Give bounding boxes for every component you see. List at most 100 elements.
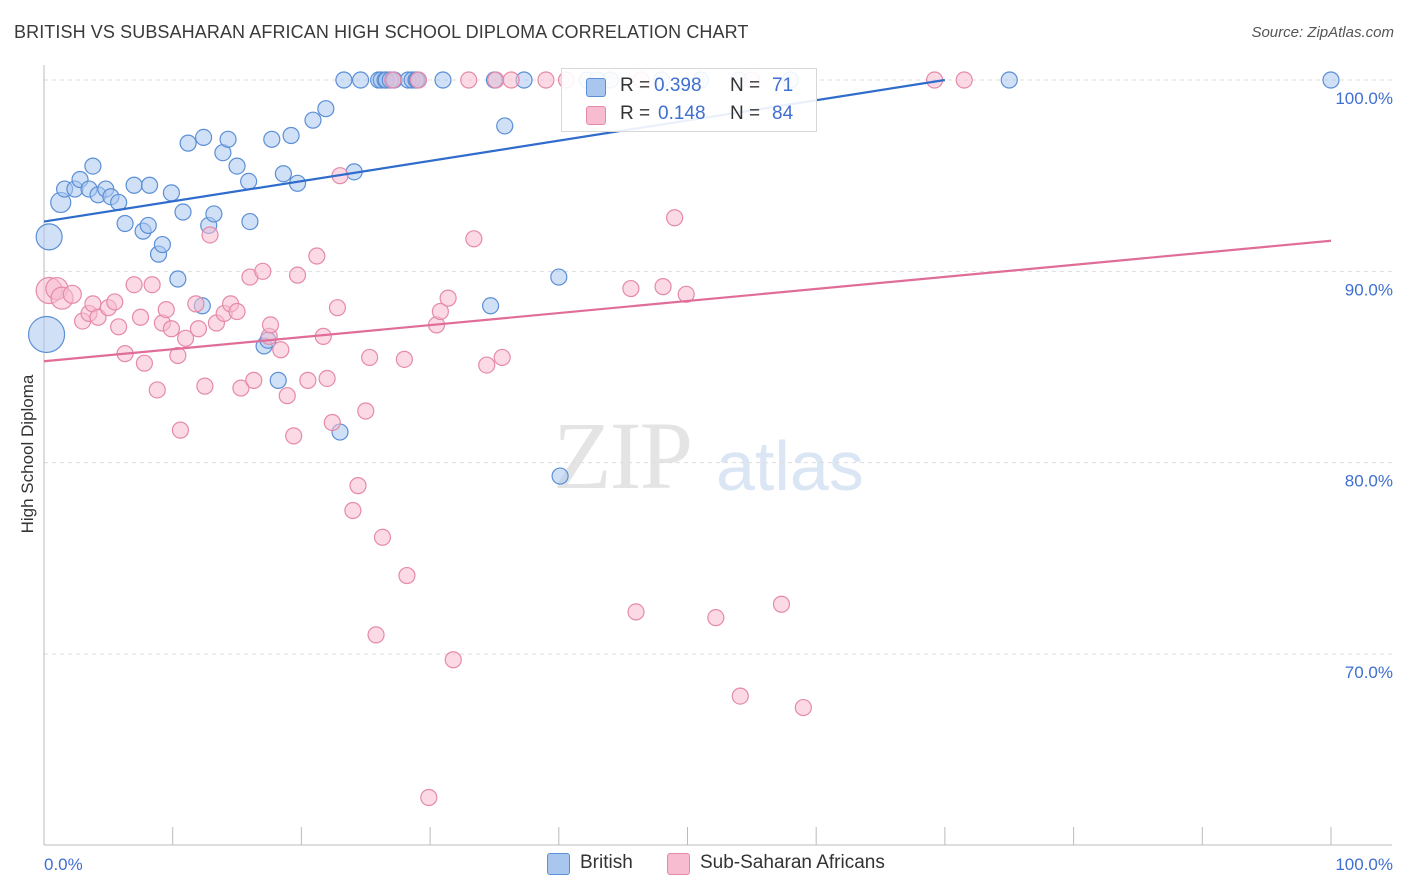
stats-legend: R = 0.398 N = 71 R = 0.148 N = 84 [561,68,817,132]
subsaharan-point [162,320,181,338]
british-point [139,216,157,235]
subsaharan-point [465,230,483,248]
source-credit: Source: ZipAtlas.com [1251,24,1394,41]
subsaharan-point [349,477,367,495]
subsaharan-point [318,369,336,388]
watermark-atlas: atlas [716,427,864,505]
subsaharan-point [444,651,462,669]
british-point [317,100,335,118]
british-r-label: R = [620,75,651,96]
british-point [274,165,292,183]
subsaharan-point [261,316,280,334]
subsaharan-point [157,301,175,319]
subsaharan-point [373,528,392,546]
subsaharan-point [654,278,672,296]
british-legend-swatch [547,853,570,875]
british-point [228,157,246,175]
subsaharan-point [344,501,362,520]
subsaharan-r-value: 0.148 [658,103,706,124]
subsaharan-point [323,413,341,432]
subsaharan-point [125,276,143,294]
subsaharan-point [493,348,511,367]
x-tick-label-max: 100.0% [1335,855,1393,874]
british-point [1000,71,1018,89]
british-point [434,71,452,89]
bottom-legend-british[interactable]: British [547,852,667,876]
subsaharan-point [201,226,219,244]
subsaharan-point [285,427,303,445]
subsaharan-n-label: N = [730,103,761,124]
subsaharan-point [367,626,385,644]
subsaharan-point [169,346,187,365]
subsaharan-n-value: 84 [772,103,794,124]
british-point [194,128,213,146]
y-tick-label: 80.0% [1345,472,1393,491]
subsaharan-point [110,318,128,336]
subsaharan-legend-swatch [667,853,690,875]
subsaharan-point [677,285,695,303]
subsaharan-point [143,276,161,294]
british-point [282,126,300,145]
subsaharan-point [731,687,749,705]
british-n-value: 71 [772,75,794,96]
british-point [352,71,370,89]
british-point [174,203,192,221]
british-point [27,315,66,354]
subsaharan-point [460,71,478,89]
subsaharan-point [627,603,645,621]
subsaharan-point [135,354,153,372]
subsaharan-point [176,329,195,347]
subsaharan-point [106,293,124,311]
subsaharan-point [328,299,347,317]
subsaharan-point [171,421,190,439]
subsaharan-point [420,788,438,807]
subsaharan-point [431,302,449,321]
british-point [550,268,568,286]
british-point [240,172,258,191]
subsaharan-point [232,379,250,397]
british-point [304,111,322,129]
subsaharan-point [357,402,375,420]
subsaharan-point [955,71,973,89]
british-r-value: 0.398 [654,75,702,96]
subsaharan-point [707,609,725,627]
british-point [241,212,259,231]
british-point [496,117,514,135]
british-legend-label: British [580,852,633,873]
british-point [84,157,102,175]
subsaharan-point [439,289,457,307]
british-point [140,176,159,194]
british-point [116,214,134,233]
tick-labels: 100.0% 90.0% 80.0% 70.0% 0.0% 100.0% [44,89,1393,874]
subsaharan-point [537,71,555,89]
subsaharan-point [278,387,296,405]
y-tick-label: 70.0% [1345,663,1393,682]
subsaharan-point [131,308,150,326]
subsaharan-point [228,302,246,321]
subsaharan-point [62,284,82,304]
subsaharan-point [196,377,214,395]
subsaharan-point [666,209,684,227]
british-swatch [586,78,606,97]
subsaharan-point [254,262,272,280]
subsaharan-point [361,348,379,367]
british-point [263,130,281,148]
british-point [179,134,197,152]
bottom-legend-subsaharan[interactable]: Sub-Saharan Africans [667,852,907,876]
british-point [169,270,187,288]
subsaharan-point [245,371,263,389]
subsaharan-point [409,71,428,89]
subsaharan-point [478,356,496,374]
british-point [153,235,172,254]
subsaharan-point [622,279,640,298]
british-point [551,467,569,485]
british-point [162,184,181,202]
y-tick-label: 100.0% [1335,89,1393,108]
chart-title: BRITISH VS SUBSAHARAN AFRICAN HIGH SCHOO… [14,22,749,42]
subsaharan-point [308,247,326,265]
subsaharan-point [288,266,307,284]
british-point [219,130,237,148]
british-point [125,176,143,194]
subsaharan-point [189,320,208,338]
british-point [1322,71,1340,89]
